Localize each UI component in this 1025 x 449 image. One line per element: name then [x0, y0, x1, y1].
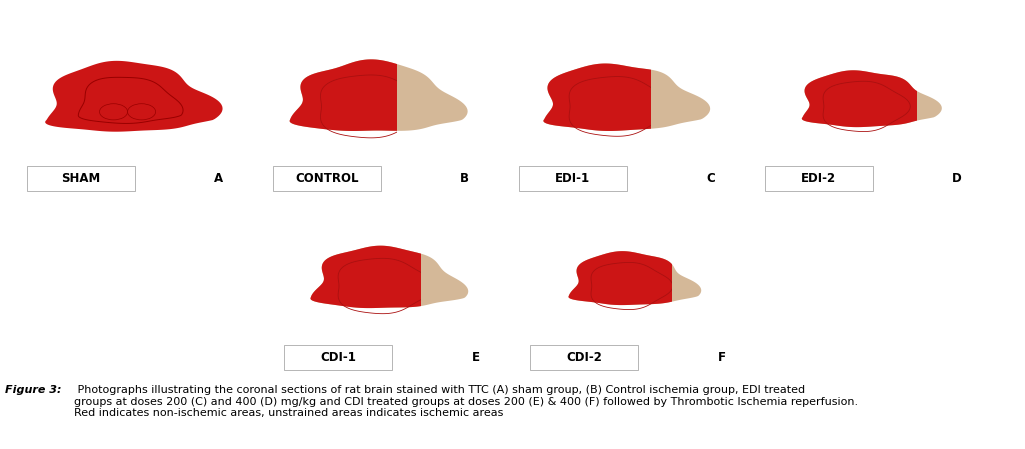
Text: CONTROL: CONTROL — [295, 172, 359, 185]
PathPatch shape — [569, 251, 701, 305]
PathPatch shape — [802, 70, 942, 127]
Text: A: A — [214, 172, 223, 185]
Text: D: D — [952, 172, 961, 185]
Text: EDI-1: EDI-1 — [556, 172, 590, 185]
FancyBboxPatch shape — [765, 166, 872, 191]
PathPatch shape — [290, 59, 467, 131]
Text: CDI-1: CDI-1 — [320, 352, 356, 364]
FancyBboxPatch shape — [284, 345, 392, 370]
PathPatch shape — [802, 70, 942, 127]
PathPatch shape — [45, 61, 222, 132]
FancyBboxPatch shape — [27, 166, 134, 191]
Text: CDI-2: CDI-2 — [566, 352, 602, 364]
Text: EDI-2: EDI-2 — [802, 172, 836, 185]
PathPatch shape — [311, 246, 468, 308]
FancyBboxPatch shape — [519, 166, 626, 191]
Text: F: F — [718, 352, 726, 364]
Text: SHAM: SHAM — [62, 172, 100, 185]
PathPatch shape — [543, 63, 710, 131]
PathPatch shape — [311, 246, 468, 308]
FancyBboxPatch shape — [273, 166, 380, 191]
Text: B: B — [460, 172, 469, 185]
PathPatch shape — [543, 63, 710, 131]
Text: Figure 3:: Figure 3: — [5, 385, 62, 395]
Text: C: C — [706, 172, 715, 185]
PathPatch shape — [569, 251, 701, 305]
Text: E: E — [472, 352, 480, 364]
Text: Photographs illustrating the coronal sections of rat brain stained with TTC (A) : Photographs illustrating the coronal sec… — [74, 385, 858, 418]
FancyBboxPatch shape — [530, 345, 638, 370]
PathPatch shape — [290, 59, 467, 131]
